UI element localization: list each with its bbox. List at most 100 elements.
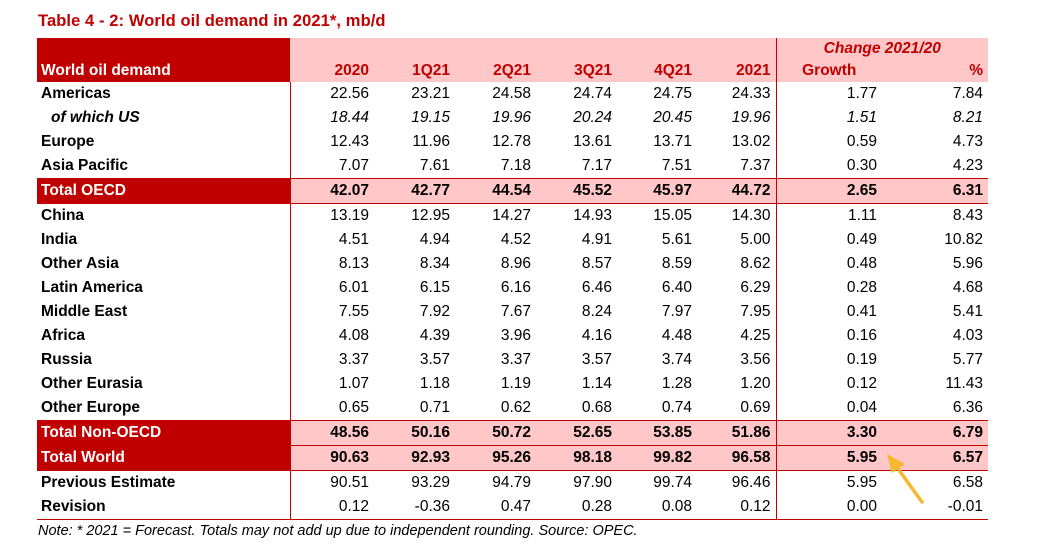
table-cell: 14.27 (492, 207, 531, 224)
table-row: Russia 3.37 3.57 3.37 3.57 3.74 3.56 0.19 5.77 (37, 348, 988, 372)
col-header-percent: % (882, 60, 988, 82)
table-cell: 0.04 (846, 399, 877, 416)
table-cell: 44.54 (455, 178, 536, 204)
header-row: World oil demand 2020 1Q21 2Q21 3Q21 4Q2… (37, 60, 988, 82)
change-header: Change 2021/20 (776, 38, 988, 60)
table-cell: 51.86 (697, 420, 777, 446)
table-cell: 5.41 (952, 303, 983, 320)
table-row: Other Asia 8.13 8.34 8.96 8.57 8.59 8.62 0.48 5.… (37, 252, 988, 276)
table-cell: 4.03 (952, 327, 983, 344)
table-cell: -0.36 (374, 495, 455, 520)
table-cell: 0.30 (846, 157, 877, 174)
table-cell: 12.43 (289, 130, 374, 154)
table-cell: 52.65 (536, 420, 617, 446)
table-cell: 0.12 (289, 495, 374, 520)
table-cell: 42.77 (374, 178, 455, 204)
table-cell: 7.51 (661, 157, 692, 174)
col-header-growth: Growth (776, 60, 882, 82)
table-cell: 3.56 (697, 348, 777, 372)
table-cell: 24.75 (653, 85, 692, 102)
table-cell: 7.67 (500, 303, 531, 320)
table-cell: 5.77 (952, 351, 983, 368)
header-corner (37, 38, 290, 60)
table-cell: 3.74 (661, 351, 692, 368)
table-cell: 19.15 (411, 109, 450, 126)
table-cell: 0.28 (846, 279, 877, 296)
row-label-asia-pacific: Asia Pacific (41, 157, 129, 174)
arrow-icon (887, 454, 924, 504)
table-cell: 18.44 (289, 106, 374, 130)
table-cell: 99.82 (617, 445, 697, 471)
row-label-total-oecd: Total OECD (37, 178, 290, 204)
table-cell: 6.29 (697, 276, 777, 300)
table-cell: 0.16 (846, 327, 877, 344)
table-cell: 1.18 (419, 375, 450, 392)
table-cell: 12.95 (411, 207, 450, 224)
table-cell: 23.21 (411, 85, 450, 102)
table-cell: 0.71 (419, 399, 450, 416)
table-cell: 4.39 (419, 327, 450, 344)
table-cell: 99.74 (617, 470, 697, 495)
table-cell: 3.57 (419, 351, 450, 368)
table-cell: 0.65 (289, 396, 374, 421)
table-row: Latin America 6.01 6.15 6.16 6.46 6.40 6.29 0.2… (37, 276, 988, 300)
table-cell: 5.00 (697, 228, 777, 252)
table-cell: 20.24 (573, 109, 612, 126)
table-cell: 96.58 (697, 445, 777, 471)
col-header-1q21: 1Q21 (374, 60, 455, 82)
table-cell: 14.93 (573, 207, 612, 224)
table-cell: 3.30 (776, 420, 882, 446)
table-cell: 42.07 (289, 178, 374, 204)
table-cell: 13.71 (653, 133, 692, 150)
table-cell: 1.07 (289, 372, 374, 396)
table-cell: 0.47 (455, 495, 536, 520)
table-cell: 96.46 (697, 470, 777, 495)
table-row: Americas 22.56 23.21 24.58 24.74 24.75 24.33 1.… (37, 82, 988, 106)
table-cell: 14.30 (697, 203, 777, 228)
table-cell: 7.84 (952, 85, 983, 102)
row-label-china: China (41, 207, 85, 224)
table-cell: 50.16 (374, 420, 455, 446)
table-row: Middle East 7.55 7.92 7.67 8.24 7.97 7.95 0.41 5… (37, 300, 988, 324)
table-cell: 5.95 (776, 445, 882, 471)
table-cell: 3.57 (581, 351, 612, 368)
table-cell: 12.78 (492, 133, 531, 150)
row-label-previous-estimate: Previous Estimate (37, 470, 290, 495)
table-cell: 97.90 (536, 470, 617, 495)
row-label-africa: Africa (41, 327, 85, 344)
table-cell: 8.24 (581, 303, 612, 320)
table-row: Other Eurasia 1.07 1.18 1.19 1.14 1.28 1.20 0.1… (37, 372, 988, 396)
table-cell: 6.16 (500, 279, 531, 296)
table-row: Total World 90.63 92.93 95.26 98.18 99.82 96.5… (37, 445, 988, 471)
col-header-3q21: 3Q21 (536, 60, 617, 82)
table-cell: 4.68 (952, 279, 983, 296)
table-cell: 7.97 (661, 303, 692, 320)
row-label-other-europe: Other Europe (41, 399, 141, 416)
row-label-total-world: Total World (37, 445, 290, 471)
table-cell: 53.85 (617, 420, 697, 446)
table-row: Previous Estimate 90.51 93.29 94.79 97.90 99.… (37, 470, 988, 495)
table-cell: 6.79 (882, 420, 988, 446)
table-cell: 8.59 (661, 255, 692, 272)
table-cell: 4.94 (419, 231, 450, 248)
row-label-header: World oil demand (37, 60, 290, 82)
table-row: Other Europe 0.65 0.71 0.62 0.68 0.74 0.69 0.04… (37, 396, 988, 421)
col-header-2020: 2020 (290, 60, 374, 82)
table-cell: 24.33 (697, 82, 777, 106)
table-cell: 8.43 (952, 207, 983, 224)
row-label-of-which-us: of which US (51, 109, 140, 126)
header-row-top: Change 2021/20 (37, 38, 988, 60)
table-cell: 0.19 (846, 351, 877, 368)
table-cell: 0.08 (617, 495, 697, 520)
table-cell: 6.58 (882, 470, 988, 495)
table-cell: 0.59 (846, 133, 877, 150)
row-label-revision: Revision (37, 495, 290, 520)
table-cell: 11.43 (945, 375, 983, 392)
table-cell: 6.31 (882, 178, 988, 204)
table-cell: 90.63 (289, 445, 374, 471)
table-note: Note: * 2021 = Forecast. Totals may not … (38, 523, 638, 539)
table-cell: -0.01 (882, 495, 988, 520)
table-row: Europe 12.43 11.96 12.78 13.61 13.71 13.02 0.59… (37, 130, 988, 154)
table-cell: 2.65 (776, 178, 882, 204)
table-cell: 22.56 (289, 82, 374, 106)
